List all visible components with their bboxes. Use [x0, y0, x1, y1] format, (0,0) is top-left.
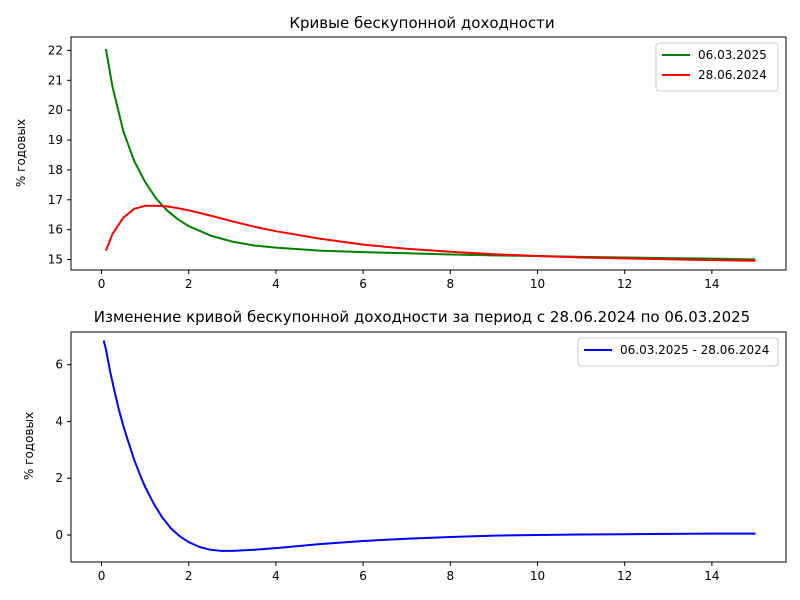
y-tick-label: 6 [55, 358, 63, 372]
plot-area-frame [70, 331, 787, 563]
x-tick-label: 12 [617, 569, 632, 583]
yield-change-chart: Изменение кривой бескупонной доходности … [22, 308, 787, 583]
x-tick-label: 10 [530, 569, 545, 583]
x-tick-label: 6 [359, 277, 367, 291]
x-tick-label: 10 [530, 277, 545, 291]
y-tick-label: 4 [55, 414, 63, 428]
legend-label: 06.03.2025 [698, 48, 767, 62]
y-tick-label: 15 [48, 253, 63, 267]
x-tick-label: 12 [617, 277, 632, 291]
chart-title: Изменение кривой бескупонной доходности … [94, 308, 750, 326]
y-tick-label: 21 [48, 73, 63, 87]
x-tick-label: 14 [704, 569, 719, 583]
x-tick-label: 8 [446, 277, 454, 291]
x-tick-label: 2 [185, 277, 193, 291]
x-tick-label: 8 [446, 569, 454, 583]
legend: 06.03.2025 28.06.2024 [655, 42, 779, 92]
y-tick-label: 22 [48, 43, 63, 57]
chart-title: Кривые бескупонной доходности [289, 14, 554, 32]
x-tick-label: 4 [272, 569, 280, 583]
legend: 06.03.2025 - 28.06.2024 [577, 337, 779, 367]
legend-label: 28.06.2024 [698, 68, 767, 82]
x-tick-label: 2 [185, 569, 193, 583]
yield-curves-chart: Кривые бескупонной доходности % годовых … [14, 14, 787, 291]
series-lines [102, 340, 756, 552]
x-tick-label: 0 [98, 569, 106, 583]
x-tick-label: 4 [272, 277, 280, 291]
y-axis-label: % годовых [22, 412, 36, 480]
y-tick-label: 16 [48, 223, 63, 237]
x-tick-label: 14 [704, 277, 719, 291]
series-line [104, 204, 756, 262]
y-tick-label: 0 [55, 528, 63, 542]
legend-label: 06.03.2025 - 28.06.2024 [620, 343, 769, 357]
y-tick-label: 20 [48, 103, 63, 117]
y-tick-label: 2 [55, 471, 63, 485]
x-tick-label: 6 [359, 569, 367, 583]
series-line [102, 340, 756, 552]
series-lines [104, 48, 756, 262]
y-tick-label: 19 [48, 133, 63, 147]
y-tick-label: 17 [48, 193, 63, 207]
axis-ticks: 0 2 4 6 8 10 12 14 15 16 17 18 19 20 21 22 [48, 43, 720, 291]
y-tick-label: 18 [48, 163, 63, 177]
x-tick-label: 0 [98, 277, 106, 291]
plot-area-frame [70, 36, 787, 271]
y-axis-label: % годовых [14, 119, 28, 187]
axis-ticks: 0 2 4 6 8 10 12 14 0 2 4 6 [55, 358, 719, 583]
legend-box [577, 337, 779, 367]
